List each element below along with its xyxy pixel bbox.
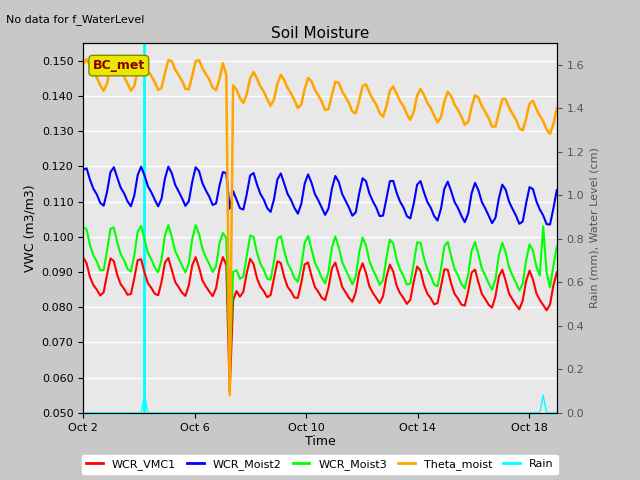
X-axis label: Time: Time	[305, 435, 335, 448]
Y-axis label: Rain (mm), Water Level (cm): Rain (mm), Water Level (cm)	[590, 147, 600, 309]
Text: No data for f_WaterLevel: No data for f_WaterLevel	[6, 14, 145, 25]
Y-axis label: VWC (m3/m3): VWC (m3/m3)	[23, 184, 36, 272]
Text: BC_met: BC_met	[93, 59, 145, 72]
Legend: WCR_VMC1, WCR_Moist2, WCR_Moist3, Theta_moist, Rain: WCR_VMC1, WCR_Moist2, WCR_Moist3, Theta_…	[82, 455, 558, 474]
Title: Soil Moisture: Soil Moisture	[271, 25, 369, 41]
